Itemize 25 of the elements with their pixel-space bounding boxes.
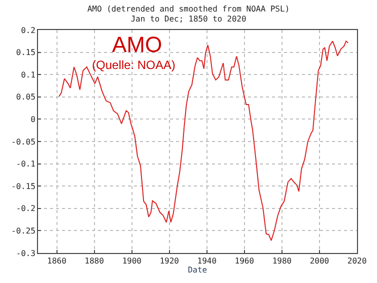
y-tick-label: -0.2 (16, 204, 36, 214)
y-tick-label: 0.15 (16, 48, 36, 58)
y-tick-label: -0.15 (11, 182, 36, 191)
y-tick-label: -0.3 (16, 248, 36, 258)
x-tick-label: 1860 (47, 256, 67, 266)
y-tick-label: 0.05 (16, 92, 36, 102)
x-axis-title: Date (188, 266, 208, 275)
x-tick-label: 2020 (347, 256, 367, 266)
x-tick-label: 1980 (272, 256, 292, 266)
y-tick-label: 0.1 (20, 70, 36, 80)
y-tick-label: -0.1 (16, 160, 36, 169)
x-tick-label: 2000 (310, 256, 330, 266)
x-tick-label: 1920 (160, 256, 180, 266)
y-tick-label: -0.05 (11, 137, 36, 146)
chart-subtitle: Jan to Dec; 1850 to 2020 (130, 14, 246, 24)
y-tick-label: 0.2 (20, 26, 36, 35)
chart-title: AMO (detrended and smoothed from NOAA PSL) (87, 4, 290, 14)
annotation: AMO (112, 32, 162, 57)
x-tick-label: 1940 (197, 256, 217, 266)
y-tick-label: -0.25 (11, 226, 36, 236)
x-tick-label: 1900 (122, 256, 142, 266)
annotation: (Quelle: NOAA) (92, 58, 176, 72)
x-tick-label: 1960 (234, 256, 254, 266)
x-tick-label: 1880 (84, 256, 104, 266)
y-tick-label: 0 (30, 115, 36, 124)
